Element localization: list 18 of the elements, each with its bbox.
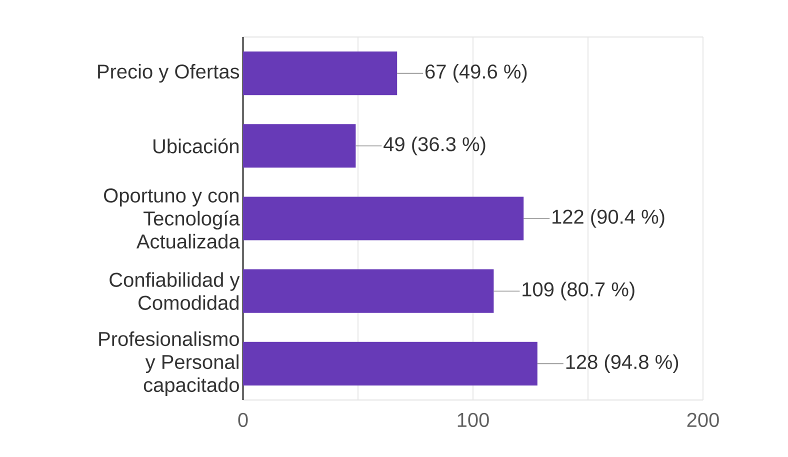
bar — [243, 124, 356, 168]
y-tick-label: Confiabilidad y Comodidad — [110, 272, 240, 310]
bar — [243, 52, 398, 96]
bar — [243, 269, 494, 313]
y-tick-label: Ubicación — [154, 138, 238, 154]
x-tick-label: 100 — [458, 412, 489, 428]
data-label: 49 (36.3 %) — [384, 136, 486, 156]
data-label: 122 (90.4 %) — [552, 209, 664, 228]
bar — [243, 196, 524, 240]
data-label: 67 (49.6 %) — [426, 64, 527, 83]
y-tick-label: Precio y Ofertas — [98, 64, 240, 83]
data-label: 128 (94.8 %) — [566, 354, 678, 374]
x-tick-label: 0 — [238, 412, 248, 428]
data-label: 109 (80.7 %) — [522, 282, 634, 300]
bar — [243, 342, 538, 386]
x-tick-label: 200 — [687, 412, 719, 428]
y-tick-label: Oportuno y con Tecnología Actualizada — [104, 188, 240, 249]
y-tick-label: Profesionalismo y Personal capacitado — [99, 331, 239, 396]
